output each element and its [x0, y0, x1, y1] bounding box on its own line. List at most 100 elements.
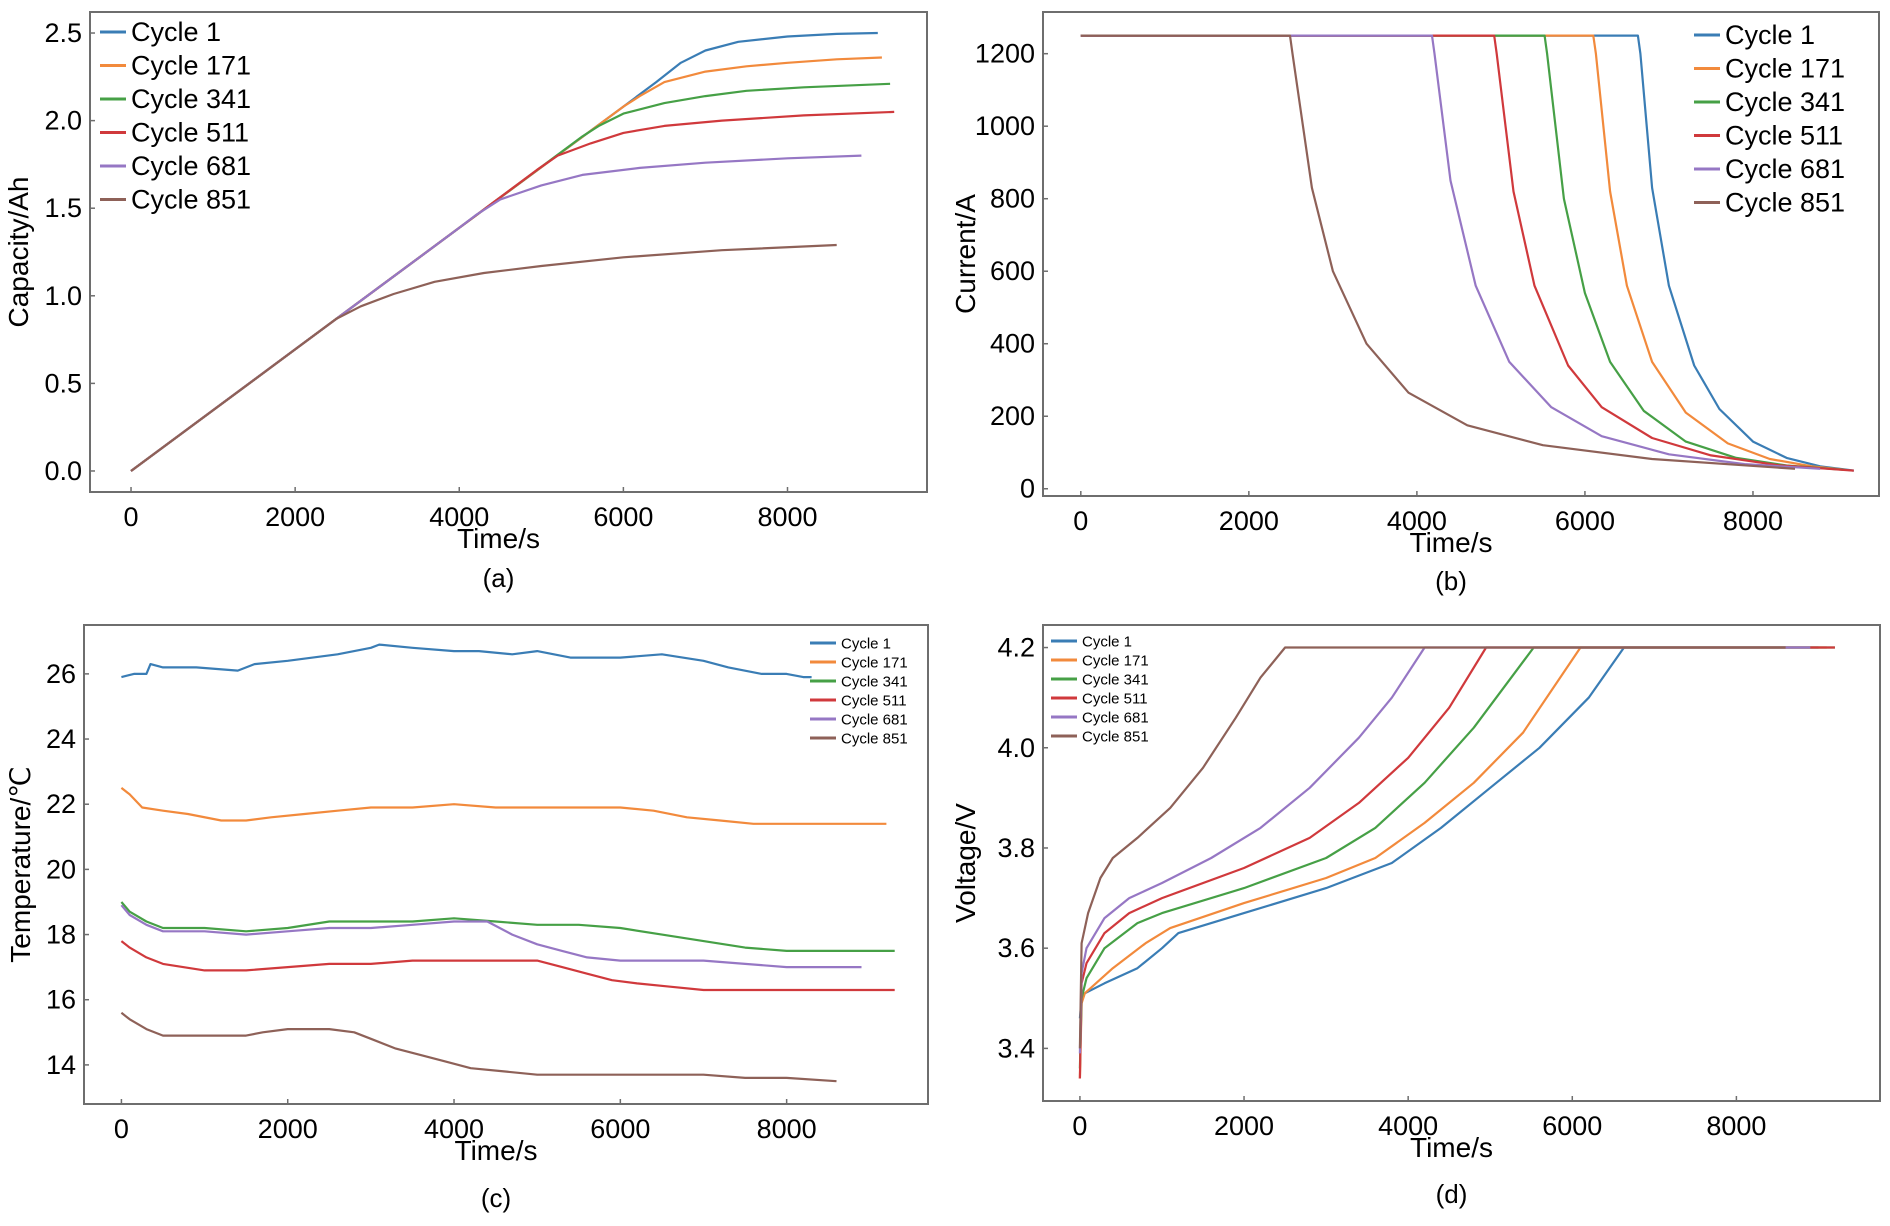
legend-label: Cycle 171 — [131, 51, 251, 81]
legend-label: Cycle 1 — [1725, 20, 1815, 50]
legend-item-cycle-681: Cycle 681 — [810, 712, 908, 729]
y-tick-label: 18 — [46, 920, 76, 950]
legend-item-cycle-341: Cycle 341 — [100, 84, 251, 114]
y-tick-label: 800 — [990, 184, 1035, 214]
x-tick-label: 0 — [124, 502, 139, 532]
x-axis-label: Time/s — [1410, 527, 1493, 558]
legend-item-cycle-851: Cycle 851 — [1694, 188, 1845, 218]
y-axis-label: Capacity/Ah — [3, 177, 34, 328]
x-tick-label: 8000 — [757, 1114, 817, 1144]
legend-item-cycle-341: Cycle 341 — [810, 674, 908, 691]
series-line-cycle-511 — [1080, 34, 1854, 472]
y-axis-label: Temperature/℃ — [5, 766, 36, 962]
series-lines — [130, 31, 895, 472]
y-axis-label: Voltage/V — [950, 803, 981, 923]
series-line-cycle-1 — [1080, 34, 1854, 472]
panel-a-capacity-chart: 0 2000 4000 6000 8000 0.0 0.5 1.0 1.5 2.0 2.5 Time/… — [3, 11, 928, 593]
x-tick-label: 0 — [114, 1114, 129, 1144]
x-tick-label: 4000 — [1387, 506, 1447, 536]
x-tick-label: 4000 — [1378, 1111, 1438, 1141]
panel-caption: (c) — [481, 1183, 511, 1213]
y-tick-label: 14 — [46, 1050, 76, 1080]
legend-item-cycle-511: Cycle 511 — [1694, 121, 1843, 151]
x-tick-label: 2000 — [1214, 1111, 1274, 1141]
series-line-cycle-171 — [1080, 34, 1846, 471]
x-tick-label: 4000 — [429, 502, 489, 532]
x-tick-label: 8000 — [1706, 1111, 1766, 1141]
series-line-cycle-171 — [120, 787, 887, 825]
legend-label: Cycle 511 — [1725, 121, 1843, 151]
legend-label: Cycle 171 — [841, 655, 908, 672]
panel-d-voltage-chart: 0 2000 4000 6000 8000 3.4 3.6 3.8 4.0 4.2 Time/s Vo… — [950, 624, 1881, 1209]
legend-label: Cycle 851 — [131, 185, 251, 215]
x-tick-label: 8000 — [757, 502, 817, 532]
y-tick-label: 2.0 — [44, 106, 82, 136]
legend-label: Cycle 511 — [1082, 691, 1148, 708]
y-tick-label: 0 — [1020, 474, 1035, 504]
y-tick-label: 0.0 — [44, 456, 82, 486]
panel-b-current-chart: 0 2000 4000 6000 8000 0 200 400 600 800 1000 1200 Ti… — [950, 11, 1880, 596]
legend-item-cycle-171: Cycle 171 — [810, 655, 908, 672]
y-tick-label: 16 — [46, 985, 76, 1015]
legend-item-cycle-1: Cycle 1 — [100, 17, 221, 47]
legend-label: Cycle 681 — [131, 151, 251, 181]
y-tick-label: 3.4 — [997, 1033, 1035, 1063]
series-line-cycle-511 — [120, 940, 895, 992]
legend-label: Cycle 511 — [131, 118, 249, 148]
legend-item-cycle-341: Cycle 341 — [1694, 87, 1845, 117]
series-line-cycle-851 — [120, 1011, 837, 1083]
series-line-cycle-681 — [1078, 646, 1811, 1054]
legend-label: Cycle 511 — [841, 693, 907, 710]
y-tick-label: 1200 — [975, 39, 1035, 69]
legend-label: Cycle 341 — [131, 84, 251, 114]
legend-label: Cycle 851 — [841, 731, 908, 748]
x-tick-label: 6000 — [1542, 1111, 1602, 1141]
x-axis-label: Time/s — [455, 1135, 538, 1166]
y-tick-label: 2.5 — [44, 18, 82, 48]
panel-caption: (a) — [483, 563, 515, 593]
series-lines — [1078, 646, 1835, 1079]
panel-caption: (b) — [1435, 566, 1467, 596]
series-line-cycle-681 — [130, 154, 862, 472]
y-tick-label: 26 — [46, 659, 76, 689]
panel-c-temperature-chart: 0 2000 4000 6000 8000 14 16 18 20 22 24 26 Time/s Tem… — [5, 624, 929, 1213]
y-tick-label: 24 — [46, 724, 76, 754]
series-line-cycle-681 — [1080, 34, 1821, 470]
legend-label: Cycle 681 — [1082, 710, 1149, 727]
legend-item-cycle-511: Cycle 511 — [1051, 691, 1148, 708]
plot-frame — [89, 11, 928, 493]
series-line-cycle-511 — [1078, 646, 1835, 1079]
legend-label: Cycle 1 — [1082, 634, 1132, 651]
plot-frame — [1042, 624, 1881, 1102]
x-tick-label: 2000 — [258, 1114, 318, 1144]
legend: Cycle 1 Cycle 171 Cycle 341 Cycle 511 Cycle … — [1051, 634, 1149, 746]
legend-label: Cycle 1 — [131, 17, 221, 47]
y-tick-label: 20 — [46, 854, 76, 884]
y-tick-label: 1.0 — [44, 281, 82, 311]
legend-item-cycle-851: Cycle 851 — [1051, 729, 1149, 746]
legend-label: Cycle 681 — [1725, 154, 1845, 184]
y-tick-label: 1000 — [975, 111, 1035, 141]
panel-caption: (d) — [1436, 1179, 1468, 1209]
legend-label: Cycle 681 — [841, 712, 908, 729]
legend-item-cycle-851: Cycle 851 — [100, 185, 251, 215]
series-line-cycle-341 — [1078, 646, 1835, 1069]
x-tick-label: 0 — [1072, 1111, 1087, 1141]
legend-item-cycle-341: Cycle 341 — [1051, 672, 1149, 689]
plot-frame — [83, 624, 929, 1105]
series-line-cycle-681 — [120, 904, 862, 969]
legend-item-cycle-511: Cycle 511 — [810, 693, 907, 710]
y-tick-label: 3.8 — [997, 833, 1035, 863]
x-tick-label: 6000 — [590, 1114, 650, 1144]
plot-frame — [1042, 11, 1880, 497]
legend-item-cycle-171: Cycle 171 — [1051, 653, 1149, 670]
y-tick-label: 22 — [46, 789, 76, 819]
y-tick-label: 4.0 — [997, 733, 1035, 763]
legend-item-cycle-511: Cycle 511 — [100, 118, 249, 148]
series-line-cycle-851 — [1078, 646, 1786, 1049]
x-tick-label: 0 — [1073, 506, 1088, 536]
legend-label: Cycle 851 — [1082, 729, 1149, 746]
